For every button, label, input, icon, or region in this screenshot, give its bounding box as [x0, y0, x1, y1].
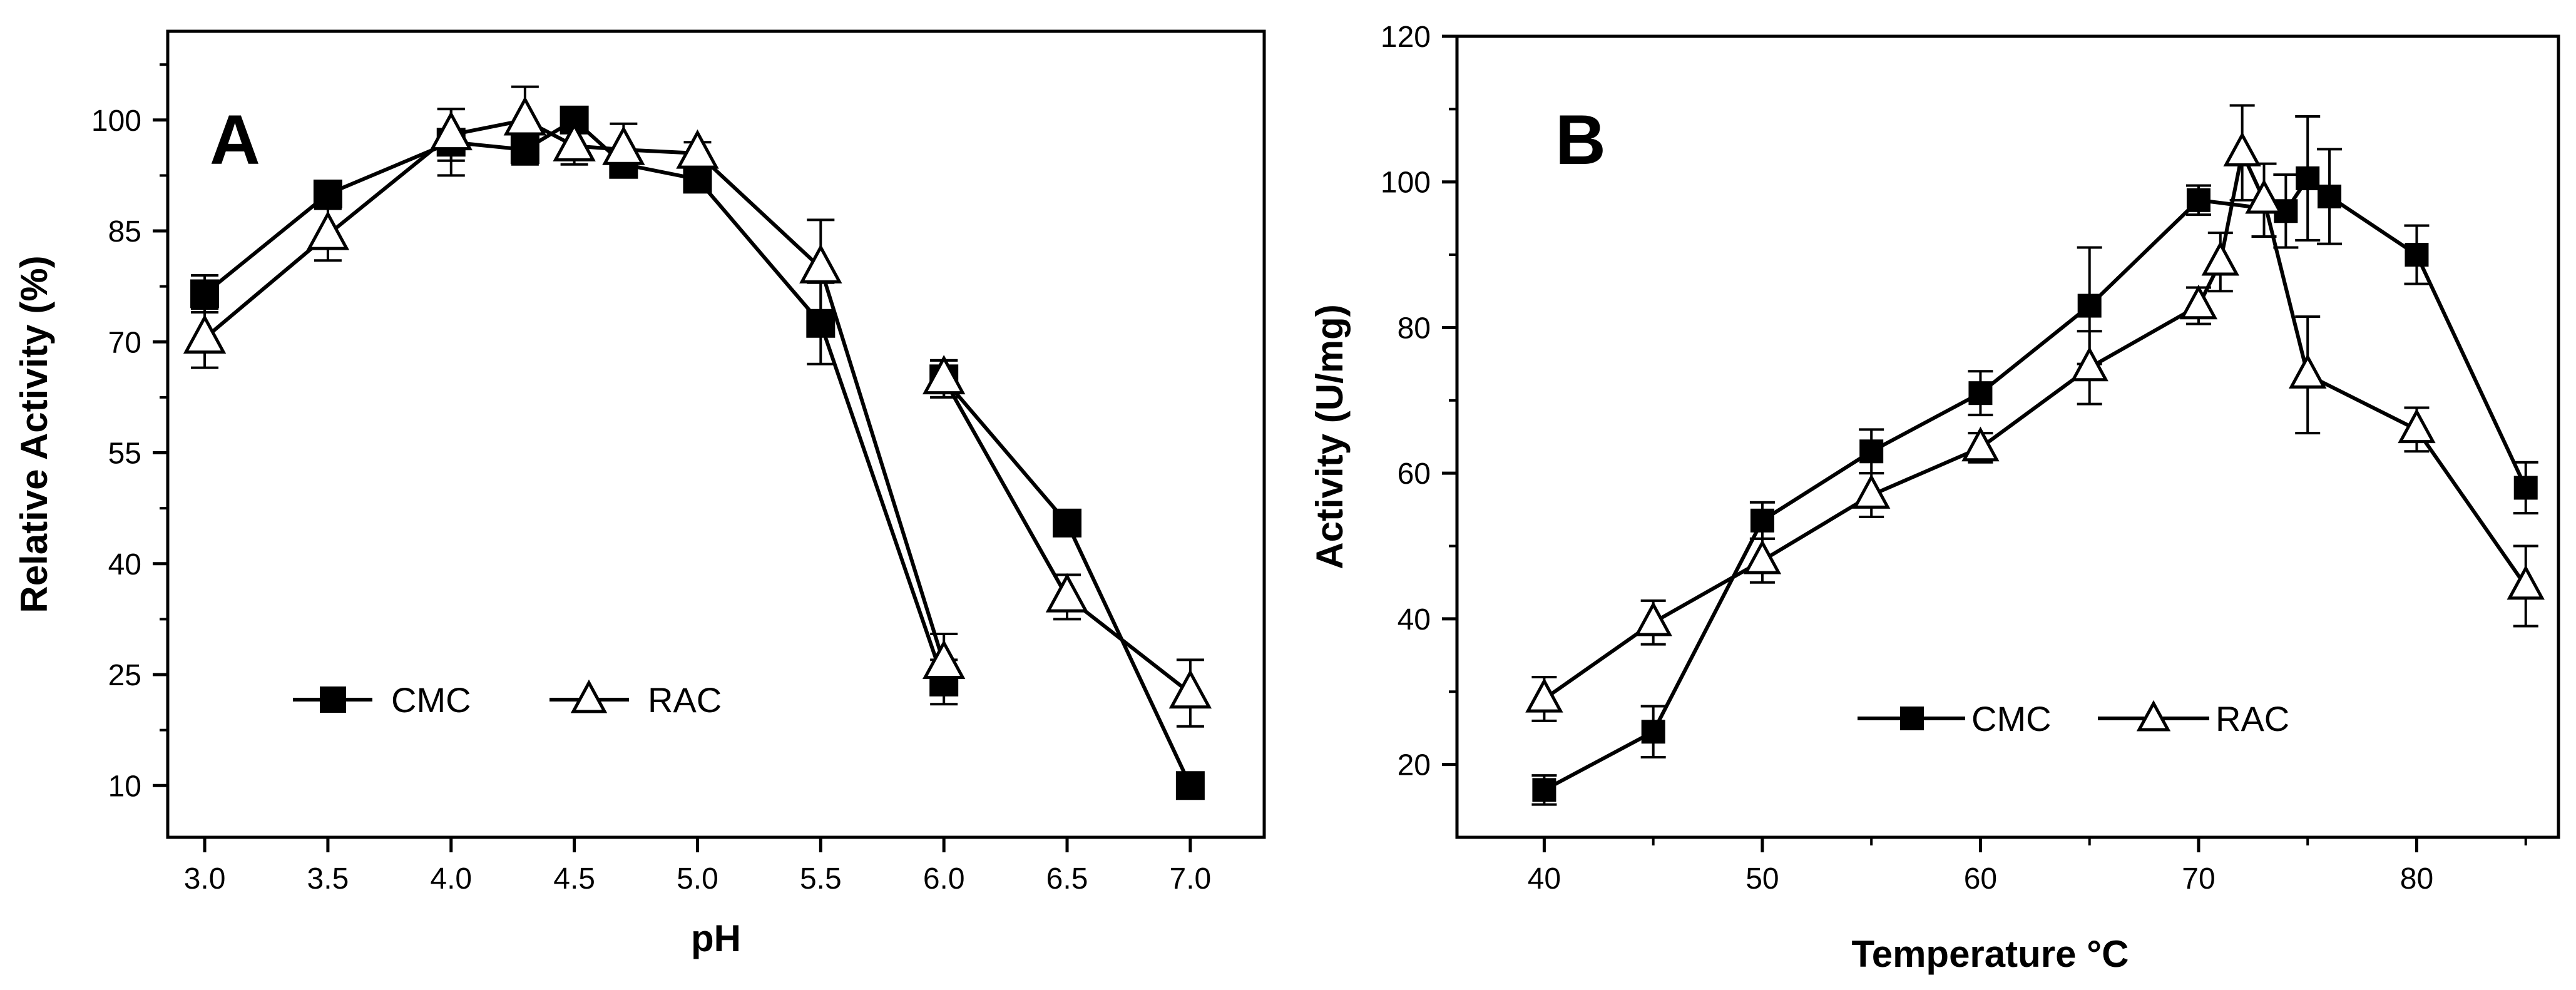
- panel-a-cmc-data-point: [1175, 771, 1205, 800]
- panel-a-y-tick-label: 10: [108, 770, 141, 803]
- panel-b-cmc-data-point: [1641, 720, 1665, 744]
- panel-a-cmc-data-point: [806, 309, 836, 338]
- panel-b-cmc-data-point: [2296, 166, 2320, 190]
- panel-a-y-tick-label: 100: [91, 105, 141, 138]
- panel-b-x-tick-label: 50: [1745, 862, 1779, 896]
- panel-a-rac-data-point: [503, 96, 547, 136]
- panel-a-x-tick-label: 7.0: [1170, 862, 1212, 896]
- panel-a-rac-data-point: [306, 210, 350, 250]
- panel-a-x-axis-title: pH: [691, 917, 741, 959]
- panel-b-y-axis-title: Activity (U/mg): [1309, 304, 1351, 569]
- panel-a-cmc-data-point: [313, 179, 342, 208]
- panel-b-y-tick-label: 80: [1398, 312, 1431, 345]
- panel-b-cmc-data-point: [1750, 508, 1774, 533]
- panel-a-rac-data-point: [602, 125, 645, 165]
- panel-a-x-tick-label: 4.5: [553, 862, 595, 896]
- panel-b-rac-data-point: [2179, 284, 2218, 320]
- panel-a-chart: 3.0 3.5 4.0 4.5 5.0 5.5 6.0 6.5 7.0 10 25 40 55 70 85 1…: [13, 29, 1266, 959]
- panel-a-x-tick-label: 5.0: [677, 862, 718, 896]
- panel-a-rac-data-point: [183, 314, 227, 354]
- panel-b-rac-data-point: [1852, 474, 1891, 509]
- panel-b-cmc-data-point: [1859, 439, 1884, 464]
- panel-a-cmc-data-point: [1053, 508, 1082, 538]
- panel-a-x-tick-label: 3.5: [307, 862, 349, 896]
- panel-a-ticks: 3.0 3.5 4.0 4.5 5.0 5.5 6.0 6.5 7.0 10 25 40 55 70 85 1…: [91, 63, 1212, 896]
- panel-a-rac-data-point: [799, 243, 842, 283]
- panel-b-y-tick-label: 120: [1381, 21, 1431, 54]
- panel-b-rac-data-point: [2507, 564, 2545, 600]
- panel-b-legend-cmc-label: CMC: [1971, 699, 2052, 738]
- panel-a-rac-data-point: [1045, 573, 1089, 613]
- panel-b-rac-data-point: [1525, 678, 1563, 713]
- panel-b-cmc-data-point: [2513, 476, 2538, 500]
- panel-a-legend-rac-triangle-marker: [570, 679, 608, 713]
- panel-b-rac-data-point: [2245, 178, 2283, 214]
- panel-a-legend-cmc-label: CMC: [391, 680, 471, 720]
- panel-a-cmc-data-point: [510, 135, 539, 165]
- panel-b-x-tick-label: 40: [1528, 862, 1561, 896]
- panel-a-marks: [183, 85, 1212, 800]
- panel-a-x-tick-label: 4.0: [430, 862, 472, 896]
- panel-b-rac-data-point: [1634, 601, 1672, 636]
- panel-b-cmc-series-line: [1543, 176, 2528, 792]
- panel-a-y-tick-label: 25: [108, 659, 141, 692]
- panel-a-legend: CMC RAC: [293, 679, 722, 720]
- panel-b-legend-cmc-square-marker: [1900, 707, 1924, 730]
- panel-a-rac-data-point: [676, 129, 719, 169]
- panel-a-y-tick-label: 40: [108, 548, 141, 581]
- panel-b-marks: [1525, 104, 2545, 806]
- panel-a-plot-frame: [166, 29, 1266, 839]
- panel-b-cmc-data-point: [2405, 243, 2429, 267]
- panel-a-rac-data-point: [553, 121, 596, 161]
- panel-a-rac-data-point: [922, 355, 966, 395]
- panel-a-cmc-data-point: [190, 279, 220, 309]
- panel-b-rac-data-point: [1743, 539, 1782, 574]
- panel-b-rac-data-point: [1961, 426, 2000, 462]
- panel-a-y-tick-label: 55: [108, 437, 141, 471]
- panel-b-x-tick-label: 60: [1964, 862, 1997, 896]
- panel-b-cmc-data-point: [2077, 293, 2102, 318]
- panel-a-legend-rac-label: RAC: [648, 680, 722, 720]
- panel-a-rac-data-point: [1168, 669, 1212, 709]
- panel-b-rac-data-point: [2289, 354, 2327, 389]
- panel-b-legend-rac-triangle-marker: [2136, 700, 2171, 732]
- panel-a-x-tick-label: 6.0: [923, 862, 965, 896]
- panel-b-ticks: 40 50 60 70 80 20 40 60 80 100 120: [1381, 21, 2527, 896]
- panel-b-cmc-data-point: [2186, 188, 2211, 212]
- panel-b-plot-frame: [1455, 34, 2560, 839]
- panel-a-rac-data-point: [922, 640, 966, 680]
- panel-b-y-tick-label: 60: [1398, 457, 1431, 491]
- panel-b-y-tick-label: 20: [1398, 749, 1431, 782]
- panel-b-chart: 40 50 60 70 80 20 40 60 80 100 120 B Temperature °…: [1309, 21, 2560, 975]
- panel-a-letter: A: [210, 101, 260, 179]
- panel-b-rac-data-point: [2223, 131, 2261, 166]
- panel-a-x-tick-label: 5.5: [800, 862, 842, 896]
- panel-a-y-tick-label: 85: [108, 215, 141, 248]
- panel-b-rac-data-point: [2070, 346, 2108, 382]
- panel-a-cmc-data-point: [683, 165, 712, 194]
- panel-b-letter: B: [1555, 101, 1606, 179]
- panel-b-cmc-data-point: [2318, 185, 2342, 208]
- panel-b-legend: CMC RAC: [1858, 699, 2289, 738]
- panel-b-rac-data-point: [2201, 240, 2240, 276]
- panel-b-x-tick-label: 70: [2182, 862, 2215, 896]
- panel-b-legend-rac-label: RAC: [2216, 699, 2289, 738]
- panel-b-cmc-data-point: [1968, 381, 1993, 406]
- panel-a-y-tick-label: 70: [108, 326, 141, 359]
- panel-a-rac-data-point: [429, 111, 473, 151]
- panel-b-rac-data-point: [2398, 408, 2436, 444]
- panel-b-cmc-data-point: [1532, 778, 1556, 802]
- panel-a-y-axis-title: Relative Activity (%): [13, 255, 55, 613]
- panel-b-x-axis-title: Temperature °C: [1852, 933, 2129, 975]
- panel-a-x-tick-label: 3.0: [184, 862, 226, 896]
- panel-a-legend-cmc-square-marker: [320, 686, 346, 713]
- panel-b-x-tick-label: 80: [2400, 862, 2433, 896]
- panel-a-x-tick-label: 6.5: [1046, 862, 1088, 896]
- panel-b-y-tick-label: 40: [1398, 603, 1431, 636]
- panel-b-y-tick-label: 100: [1381, 166, 1431, 200]
